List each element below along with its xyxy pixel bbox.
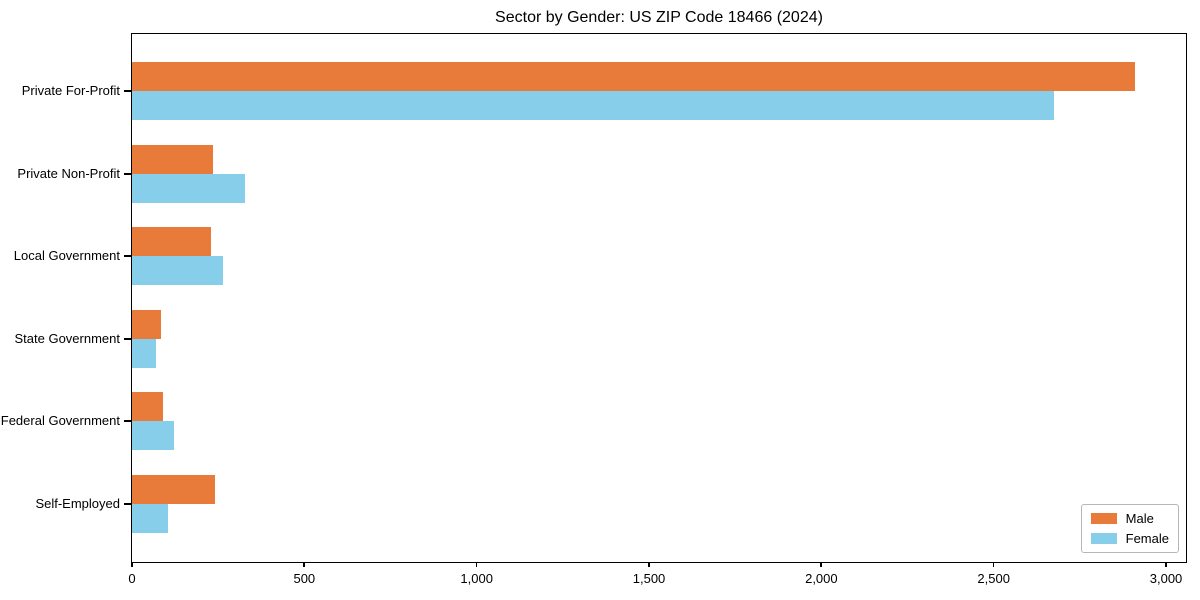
x-axis-label: 0 [128, 571, 136, 586]
bar-male-2 [132, 145, 213, 174]
bar-male-4 [132, 310, 162, 339]
legend-swatch-female [1090, 533, 1117, 544]
y-axis-label: State Government [14, 331, 121, 346]
legend-swatch-male [1090, 513, 1117, 524]
bar-female-2 [132, 174, 245, 203]
bar-female-5 [132, 421, 175, 450]
x-tick-mark [303, 562, 305, 567]
legend-label: Male [1125, 511, 1154, 526]
x-axis-label: 2,000 [805, 571, 838, 586]
bar-male-6 [132, 475, 216, 504]
bar-female-1 [132, 91, 1055, 120]
bar-male-1 [132, 62, 1136, 91]
x-tick-mark [1165, 562, 1167, 567]
x-tick-mark [648, 562, 650, 567]
x-tick-mark [475, 562, 478, 567]
y-tick-mark [124, 338, 131, 340]
x-axis-label: 500 [293, 571, 316, 586]
y-axis-label: Private For-Profit [21, 83, 120, 98]
bar-female-3 [132, 256, 224, 285]
bar-male-5 [132, 392, 163, 421]
y-tick-mark [124, 90, 131, 92]
x-axis-label: 1,000 [460, 571, 493, 586]
legend-item-female: Female [1090, 531, 1169, 546]
y-axis-label: Private Non-Profit [17, 166, 120, 181]
legend-item-male: Male [1090, 511, 1169, 526]
bar-female-6 [132, 504, 168, 533]
plot-area: Male Female [131, 33, 1187, 563]
x-axis-label: 3,000 [1149, 571, 1183, 586]
y-tick-mark [124, 255, 131, 257]
chart-title: Sector by Gender: US ZIP Code 18466 (202… [495, 9, 823, 26]
y-tick-mark [124, 503, 131, 505]
y-axis-label: Federal Government [0, 413, 120, 428]
y-tick-mark [124, 173, 131, 175]
x-tick-mark [131, 562, 133, 567]
y-axis-label: Self-Employed [35, 496, 120, 511]
bar-female-4 [132, 339, 157, 368]
x-axis-label: 2,500 [977, 571, 1010, 586]
bar-male-3 [132, 227, 212, 256]
x-axis-label: 1,500 [632, 571, 666, 586]
y-axis-label: Local Government [13, 248, 120, 263]
x-tick-mark [992, 562, 995, 567]
y-tick-mark [124, 420, 131, 422]
legend-label: Female [1125, 531, 1169, 546]
x-tick-mark [820, 562, 822, 567]
legend: Male Female [1080, 504, 1179, 553]
